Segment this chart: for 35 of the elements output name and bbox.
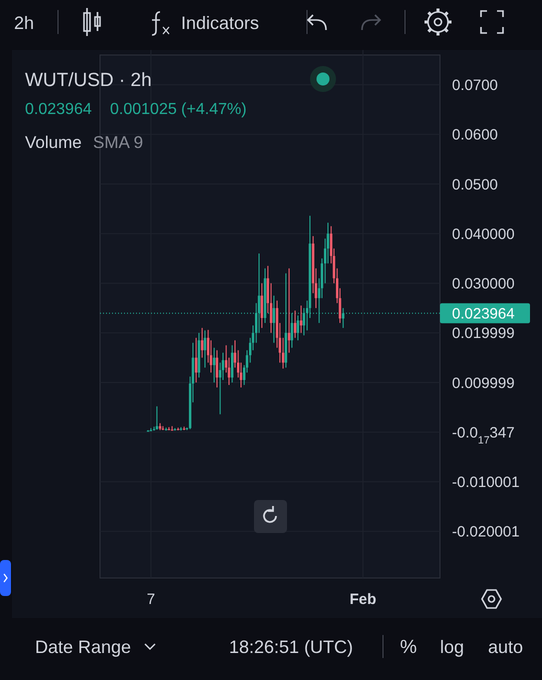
candlestick (260, 282, 264, 328)
text: 2h (14, 13, 34, 33)
annotation: SMA 9 (93, 133, 144, 152)
candlestick (194, 337, 198, 383)
y-tick-label: -0.010001 (452, 474, 520, 491)
candlestick (300, 305, 302, 334)
candlestick (156, 406, 158, 430)
y-tick-label: 0.030000 (452, 276, 515, 293)
y-tick-label: 0.0700 (452, 77, 498, 94)
candlestick (288, 268, 290, 354)
x-tick-label: Feb (350, 591, 376, 608)
y-tick-label: 0.0600 (452, 126, 498, 144)
text: % (400, 637, 417, 658)
y-tick-label: 0.009999 (452, 374, 515, 392)
y-tick-label: -0.0$_{17}$347 (452, 424, 515, 446)
text: Volume (25, 133, 82, 152)
annotation: 0.001025 (+4.47%) (110, 101, 247, 118)
text: Indicators (181, 13, 260, 33)
ref-line-label: 0.023964 (452, 305, 515, 322)
y-tick-label: -0.020001 (452, 524, 520, 541)
y-tick-label: 0.019999 (452, 325, 515, 342)
text: auto (488, 637, 524, 657)
candlestick (294, 310, 296, 338)
x-tick-label: 7 (146, 591, 156, 608)
candlestick (212, 347, 216, 383)
candlestick (296, 315, 300, 341)
text: WUT/USD · 2h (25, 70, 152, 91)
text: Date Range (35, 637, 132, 657)
candlestick (200, 327, 204, 358)
text: 18:26:51 (UTC) (229, 637, 354, 657)
text: log (440, 637, 464, 657)
candlestick (272, 295, 276, 344)
y-tick-label: 0.040000 (452, 226, 515, 243)
y-tick-label: 0.0500 (452, 176, 498, 194)
text: 0.023964 (25, 101, 92, 118)
